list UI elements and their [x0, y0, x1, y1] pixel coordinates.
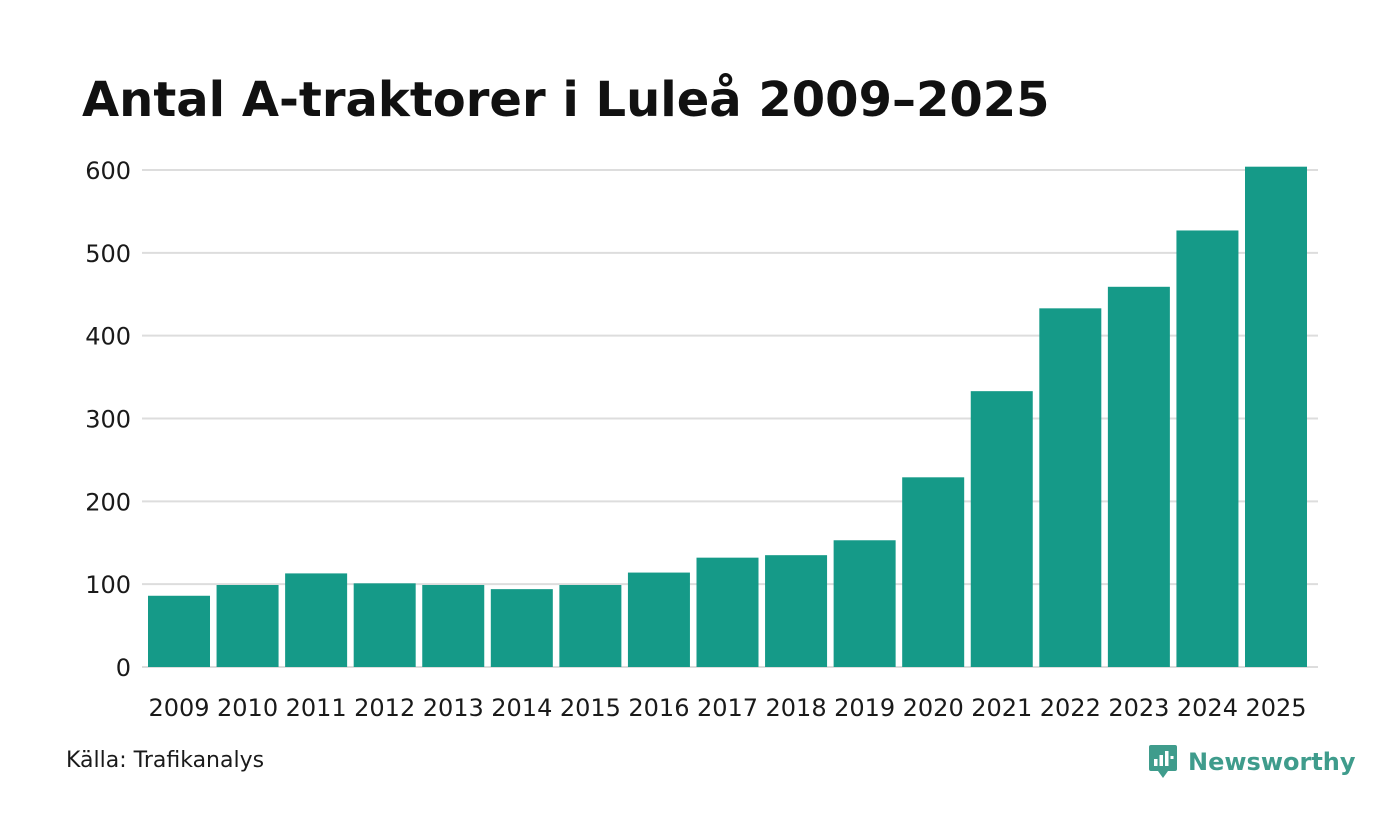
x-tick-label: 2017 [697, 694, 758, 722]
bar-2015 [559, 584, 622, 667]
x-tick-label: 2014 [491, 694, 552, 722]
x-tick-label: 2020 [903, 694, 964, 722]
bar-2025 [1245, 166, 1307, 668]
newsworthy-logo-icon [1149, 745, 1177, 778]
source-credit: Källa: Trafikanalys [66, 748, 265, 773]
y-tick-label: 100 [85, 571, 131, 599]
bar-2017 [696, 557, 759, 667]
bar-2018 [765, 555, 828, 667]
bar-2019 [833, 540, 896, 667]
bars [148, 166, 1307, 668]
x-tick-label: 2013 [423, 694, 484, 722]
y-tick-label: 600 [85, 157, 131, 185]
y-tick-label: 0 [116, 654, 131, 682]
x-tick-label: 2019 [834, 694, 895, 722]
x-tick-label: 2024 [1177, 694, 1238, 722]
bar-2014 [490, 589, 553, 667]
bar-2011 [285, 573, 348, 667]
x-axis-ticks: 2009 2010 2011 2012 2013 2014 2015 2016 2017 2018… [148, 694, 1306, 722]
bar-2021 [970, 391, 1033, 667]
bar-2010 [216, 584, 279, 667]
bar-2012 [353, 583, 416, 667]
x-tick-label: 2015 [560, 694, 621, 722]
x-tick-label: 2009 [148, 694, 209, 722]
x-tick-label: 2023 [1108, 694, 1169, 722]
x-tick-label: 2022 [1040, 694, 1101, 722]
bar-2023 [1107, 286, 1170, 667]
x-tick-label: 2016 [628, 694, 689, 722]
y-axis-ticks: 0 100 200 300 400 500 600 [85, 157, 131, 682]
bar-2022 [1039, 308, 1102, 667]
bar-2020 [902, 477, 965, 667]
x-tick-label: 2012 [354, 694, 415, 722]
brand-logo: Newsworthy [1148, 744, 1356, 780]
brand-name: Newsworthy [1188, 748, 1356, 776]
y-tick-label: 300 [85, 406, 131, 434]
y-tick-label: 500 [85, 240, 131, 268]
bar-2024 [1176, 230, 1239, 668]
chart-title: Antal A-traktorer i Luleå 2009–2025 [82, 72, 1050, 128]
bar-2009 [148, 595, 210, 667]
bar-chart: 0 100 200 300 400 500 600 2009 2010 2011 2012 2013… [85, 157, 1318, 722]
y-tick-label: 200 [85, 488, 131, 516]
bar-2016 [627, 572, 690, 667]
x-tick-label: 2021 [971, 694, 1032, 722]
bar-2013 [422, 584, 485, 667]
x-tick-label: 2018 [766, 694, 827, 722]
y-tick-label: 400 [85, 323, 131, 351]
x-tick-label: 2011 [286, 694, 347, 722]
x-tick-label: 2010 [217, 694, 278, 722]
x-tick-label: 2025 [1245, 694, 1306, 722]
